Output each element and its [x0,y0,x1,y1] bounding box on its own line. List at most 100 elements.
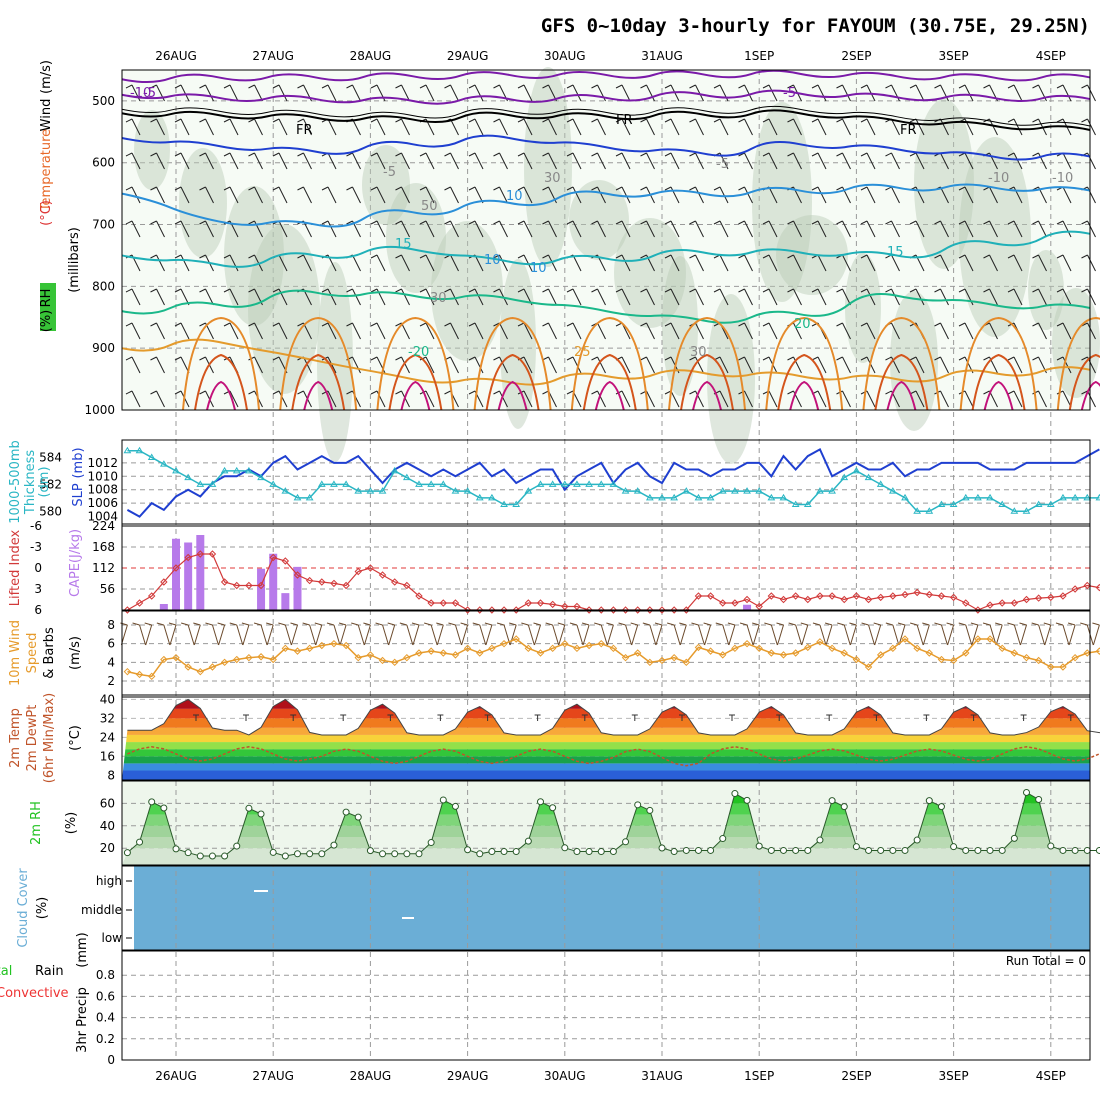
wind10m-barb [752,622,760,646]
upper-wind-barb [640,322,655,340]
lifted-index-point [974,606,982,614]
wind10m-barb [581,622,590,646]
rh-point [500,848,508,856]
thickness-point [633,487,642,494]
cape-bar [257,568,266,610]
surface-isotherm-40 [400,380,431,411]
rh-line [127,791,1100,857]
rh-point [366,847,374,855]
surface-isotherm-40 [303,380,334,411]
wind10m-barb [168,622,177,646]
upper-wind-barb [468,84,484,102]
wind10m-barb [897,622,906,646]
wind10m-barb [375,622,390,646]
li-tick: -6 [30,519,42,533]
thickness-point [245,466,253,474]
rh-point [123,849,131,857]
thickness-point [840,473,849,481]
wind10m-barb [533,622,541,646]
upper-wind-barb [885,254,900,272]
rh-shade-cell [890,291,938,431]
lifted-index-point [184,553,192,562]
upper-wind-barb [542,220,557,238]
contour-label: -5 [783,86,796,101]
temp-minmax-marker [484,714,491,721]
wind10m-barb [314,622,323,646]
upper-wind-barb [125,356,141,374]
upper-wind-barb [664,220,680,238]
upper-wind-barb [517,118,533,136]
cloud-level-label: middle [81,903,122,917]
thickness-point [573,480,581,487]
wind-speed-point [1083,649,1091,657]
axis-title: & Barbs [42,627,57,679]
thickness-point [755,487,764,494]
upper-wind-barb [125,220,141,238]
surface-isotherm-40 [594,380,625,411]
upper-wind-barb [787,288,802,306]
upper-wind-barb [640,84,655,102]
lifted-index-point [1047,593,1055,602]
rh-point [950,843,958,851]
wind-speed-point [172,653,180,662]
upper-wind-barb [248,152,263,170]
wind-speed-point [1022,653,1031,662]
upper-wind-barb [321,84,337,102]
lifted-index-point [233,581,241,590]
contour-label: 15 [887,245,904,260]
upper-wind-barb [664,254,680,272]
upper-wind-barb [1032,254,1047,272]
wind10m-barb [411,622,420,646]
upper-wind-barb [1056,220,1072,238]
lifted-index-point [609,606,618,614]
upper-wind-barb [272,186,288,204]
thickness-point [609,480,618,487]
rh-point [974,846,982,854]
rh-shade-cell [845,253,881,363]
axis-title: (%) [64,812,79,835]
wind-speed-point [816,638,824,646]
upper-wind-barb [1032,220,1047,238]
upper-wind-barb [517,220,533,238]
upper-wind-barb [370,152,386,170]
upper-wind-barb [591,152,606,170]
upper-wind-barb [1007,390,1023,408]
wind10m-barb [144,622,153,646]
surface-isotherm-35 [1068,353,1100,411]
wind-speed-point [463,644,472,653]
wind10m-barb [910,622,924,646]
upper-wind-barb [615,254,631,272]
temp-minmax-marker [387,714,394,721]
upper-wind-barb [1007,356,1023,374]
upper-wind-barb [468,118,484,136]
wind10m-barb [691,622,705,646]
rh-point [937,803,945,811]
wind10m-barb [946,622,955,646]
lifted-index-point [318,578,326,586]
rh-shade-cell [179,148,227,258]
wind10m-barb [557,622,566,646]
upper-wind-barb [542,152,557,170]
lifted-index-point [147,592,156,600]
upper-wind-barb [150,390,165,408]
slp-tick: 1006 [87,496,118,510]
wind10m-barb [181,622,195,646]
upper-wind-barb [1081,118,1096,136]
upper-wind-barb [566,118,582,136]
upper-wind-barb [934,84,949,102]
wind10m-barb [654,622,663,646]
upper-wind-barb [566,186,582,204]
upper-wind-barb [615,84,631,102]
rh-point [318,850,326,858]
date-tick-top: 29AUG [447,49,489,63]
upper-wind-barb [272,390,288,408]
wind-speed-point [1059,663,1067,671]
wind-speed-point [998,644,1006,653]
thickness-point [475,493,484,501]
cape-tick: 168 [92,540,115,554]
lifted-index-point [269,553,277,562]
rh-point [828,797,836,805]
upper-wind-barb [297,322,312,340]
upper-wind-barb [542,254,557,272]
isotherm--10 [121,69,1091,84]
